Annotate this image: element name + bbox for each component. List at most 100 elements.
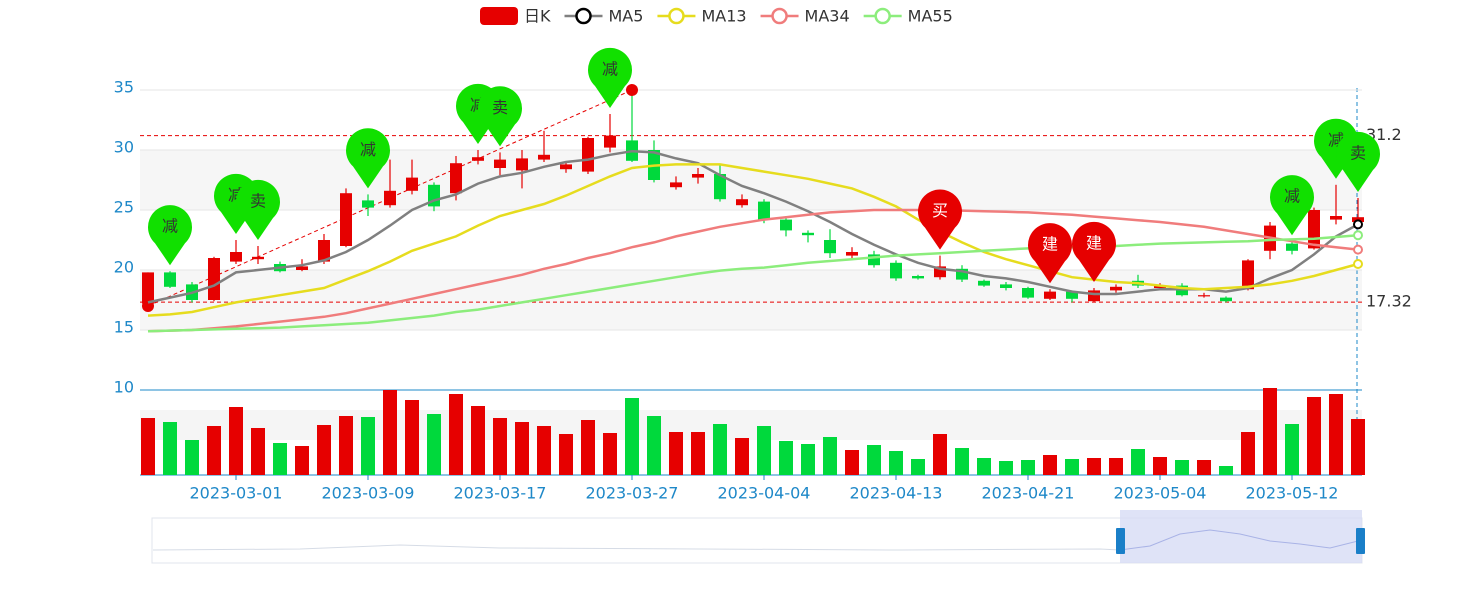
volume-bar (1263, 388, 1277, 475)
candle-body (758, 201, 770, 220)
zoom-handle-right[interactable] (1356, 528, 1365, 554)
signal-pin (346, 128, 391, 189)
candle-body (1088, 290, 1100, 302)
candle-body (1198, 295, 1210, 297)
high-point (626, 84, 638, 96)
volume-bar (1197, 460, 1211, 475)
candle-body (1220, 297, 1232, 302)
grid-band (140, 270, 1362, 330)
volume-bar (581, 420, 595, 475)
candle-body (956, 268, 968, 280)
ma-line (147, 163, 1359, 317)
candle-body (846, 252, 858, 256)
legend-label: MA55 (908, 7, 953, 26)
volume-bar (823, 437, 837, 475)
signal-pin (588, 47, 633, 108)
volume-bar (735, 438, 749, 475)
trend-line (147, 89, 633, 307)
volume-bar (603, 433, 617, 475)
signal-pin (478, 86, 522, 147)
candle-body (164, 272, 176, 287)
volume-bar (229, 407, 243, 475)
volume-bar (295, 446, 309, 475)
volume-bar (405, 400, 419, 475)
grid-band (140, 150, 1362, 210)
volume-bar (713, 424, 727, 475)
data-zoom[interactable] (151, 510, 1365, 564)
candle-body (560, 164, 572, 170)
signal-pin (1072, 221, 1116, 282)
mark-line-label: 31.2 (1366, 125, 1402, 144)
signal-label: 减 (162, 217, 178, 236)
candle-body (582, 138, 594, 172)
volume-bar (1109, 458, 1123, 475)
signal-label: 建 (1086, 234, 1102, 253)
candle-body (714, 174, 726, 200)
volume-bar (251, 428, 265, 475)
volume-bar (317, 425, 331, 475)
volume-bar (757, 426, 771, 475)
legend[interactable]: 日K MA5 MA13 MA34 MA55 (480, 7, 953, 26)
volume-bar (977, 458, 991, 475)
volume-bar (845, 450, 859, 475)
candle-body (362, 200, 374, 208)
candle-body (824, 240, 836, 254)
legend-label: MA13 (701, 7, 746, 26)
volume-bar (999, 461, 1013, 475)
volume-bar (537, 426, 551, 475)
volume-bar (1087, 458, 1101, 475)
zoom-handle-left[interactable] (1116, 528, 1125, 554)
candle-body (1110, 286, 1122, 291)
signal-label: 减 (1284, 187, 1300, 206)
candle-body (252, 256, 264, 260)
volume-bar (1175, 460, 1189, 475)
candle-body (538, 154, 550, 160)
volume-bar (1351, 419, 1365, 475)
signal-pin (236, 179, 280, 240)
x-tick-label: 2023-03-17 (454, 484, 547, 503)
volume-bar (515, 422, 529, 475)
x-tick-label: 2023-05-04 (1114, 484, 1207, 503)
y-tick-label: 30 (114, 138, 134, 157)
signal-label: 卖 (250, 192, 266, 211)
signal-pin (148, 205, 192, 266)
candle-body (1022, 288, 1034, 298)
candle-body (318, 240, 330, 262)
y-tick-label: 10 (114, 378, 134, 397)
candle-body (670, 182, 682, 188)
volume-bar (361, 417, 375, 475)
volume-bar (449, 394, 463, 475)
x-tick-label: 2023-04-21 (982, 484, 1075, 503)
signal-pin (1336, 131, 1380, 192)
candle-body (1066, 291, 1078, 299)
x-tick-label: 2023-03-27 (586, 484, 679, 503)
signal-label: 减 (602, 60, 618, 79)
background (140, 150, 1362, 330)
candle-body (296, 266, 308, 270)
ma-line (147, 149, 1359, 304)
legend-icon (771, 7, 788, 25)
volume-bar (691, 432, 705, 475)
signal-label: 卖 (492, 98, 508, 117)
zoom-preview (152, 544, 1121, 551)
volume-bar (185, 440, 199, 475)
candle-body (1044, 291, 1056, 299)
candle-body (934, 266, 946, 278)
volume-bar (1307, 397, 1321, 475)
candle-body (450, 163, 462, 194)
y-tick-label: 25 (114, 198, 134, 217)
signal-label: 卖 (1350, 144, 1366, 163)
legend-icon (874, 7, 891, 25)
ma-end-point (1353, 219, 1363, 230)
zoom-window[interactable] (1120, 510, 1362, 563)
volume-bar (273, 443, 287, 475)
y-tick-label: 15 (114, 318, 134, 337)
candle-body (692, 174, 704, 178)
volume-bar (1285, 424, 1299, 475)
y-tick-label: 35 (114, 78, 134, 97)
mark-line-label: 17.32 (1366, 292, 1412, 311)
legend-label: 日K (524, 7, 551, 26)
legend-icon (480, 7, 518, 25)
volume-bar (1131, 449, 1145, 475)
